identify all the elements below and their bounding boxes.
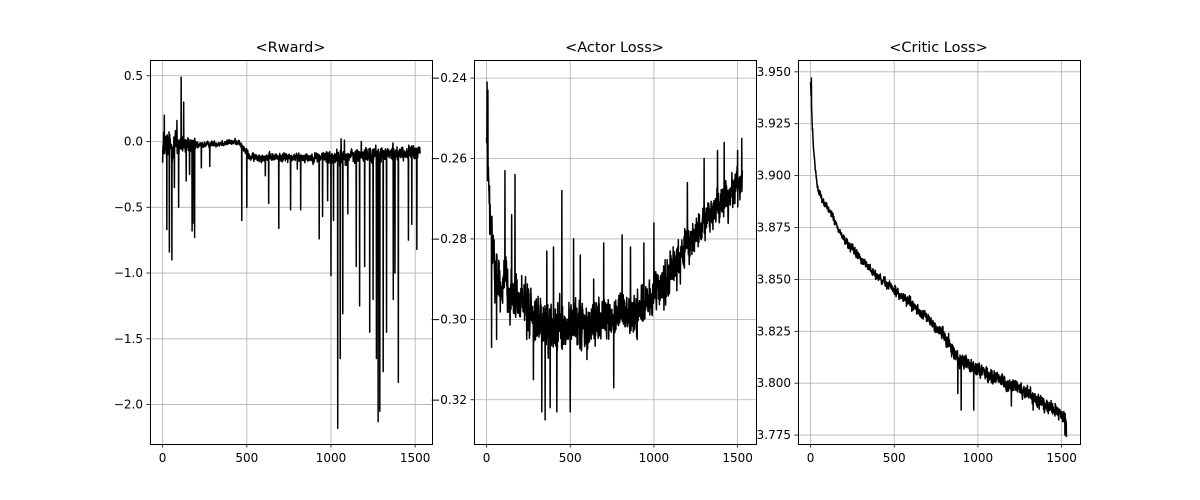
- y-tick-label: −1.5: [114, 332, 143, 346]
- chart-title: <Actor Loss>: [565, 40, 664, 56]
- x-tick-label: 1500: [400, 451, 431, 465]
- tick-marks: 0 500 1000 1500 −2.0 −1.5 −1.0 −0.5 0.0 0.5: [114, 69, 431, 465]
- y-tick-label: 3.775: [757, 428, 791, 442]
- plot-frame: [798, 60, 1081, 445]
- chart-title: <Rward>: [255, 40, 325, 56]
- chart-title: <Critic Loss>: [889, 40, 988, 56]
- y-tick-label: 3.825: [757, 324, 791, 338]
- y-tick-label: 3.875: [757, 221, 791, 235]
- series-line: [161, 76, 421, 429]
- y-tick-label: 3.925: [757, 117, 791, 131]
- plot-frame: [474, 60, 757, 445]
- series-path: [485, 81, 744, 421]
- subplot-actor-loss: <Actor Loss> 0 500 1000 1500 −0.32 −0.30 −0.28…: [430, 40, 757, 465]
- y-tick-label: 3.800: [757, 376, 791, 390]
- x-tick-label: 500: [235, 451, 258, 465]
- x-tick-label: 500: [559, 451, 582, 465]
- y-tick-label: −2.0: [114, 398, 143, 412]
- y-tick-label: −0.5: [114, 200, 143, 214]
- y-tick-label: 0.5: [124, 69, 143, 83]
- x-tick-label: 0: [807, 451, 815, 465]
- x-tick-label: 0: [159, 451, 167, 465]
- y-tick-label: −1.0: [114, 266, 143, 280]
- y-tick-label: 3.950: [757, 65, 791, 79]
- y-tick-label: 3.900: [757, 169, 791, 183]
- y-tick-label: 0.0: [124, 135, 143, 149]
- y-tick-label: −0.32: [430, 393, 467, 407]
- series-path: [809, 77, 1068, 438]
- y-tick-label: 3.850: [757, 272, 791, 286]
- x-tick-label: 1500: [722, 451, 753, 465]
- x-tick-label: 0: [483, 451, 491, 465]
- series-line: [485, 81, 744, 421]
- tick-marks: 0 500 1000 1500 3.775 3.800 3.825 3.850 3.875 3.9…: [757, 65, 1077, 465]
- subplot-critic-loss: <Critic Loss> 0 500 1000 1500 3.775 3.800 3.82…: [757, 40, 1081, 465]
- y-tick-label: −0.24: [430, 71, 467, 85]
- x-tick-label: 1000: [639, 451, 670, 465]
- y-tick-label: −0.30: [430, 312, 467, 326]
- subplot-reward: <Rward> 0 500 1000 1500−2.0−1.5−1.0−0.50.00…: [114, 40, 433, 465]
- x-tick-label: 500: [883, 451, 906, 465]
- tick-marks: 0 500 1000 1500 −0.32 −0.30 −0.28 −0.26 −0.24: [430, 71, 753, 465]
- series-path: [161, 76, 421, 429]
- x-tick-label: 1000: [963, 451, 994, 465]
- plot-frame: [150, 60, 433, 445]
- y-tick-label: −0.28: [430, 232, 467, 246]
- y-tick-label: −0.26: [430, 152, 467, 166]
- series-line: [809, 77, 1068, 438]
- grid-lines: [798, 60, 1080, 444]
- x-tick-label: 1000: [316, 451, 347, 465]
- x-tick-label: 1500: [1046, 451, 1077, 465]
